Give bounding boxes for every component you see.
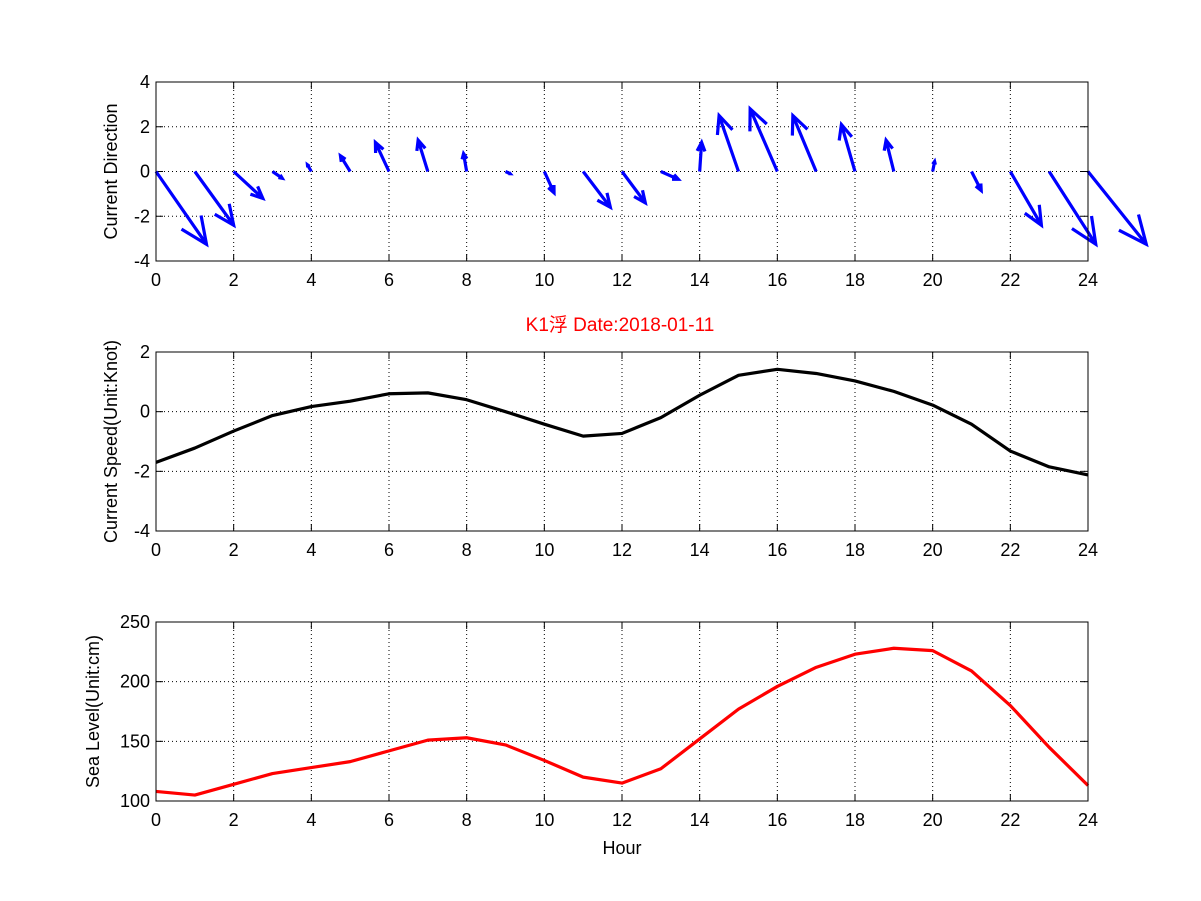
sea-level-y-tick-label: 250 [120, 612, 150, 632]
direction-arrow [790, 111, 818, 173]
direction-arrow [1008, 170, 1044, 229]
direction-arrow [193, 170, 236, 229]
current-speed-x-tick-label: 22 [1000, 540, 1020, 560]
current-speed-x-tick-label: 24 [1078, 540, 1098, 560]
sea-level-axes-frame [155, 621, 1089, 802]
current-direction-y-label: Current Direction [101, 103, 121, 239]
current-speed-axes-frame [155, 351, 1089, 532]
sea-level-y-tick-label: 200 [120, 672, 150, 692]
current-speed-x-tick-label: 18 [845, 540, 865, 560]
current-speed-plot-area [156, 352, 1088, 531]
current-speed-y-label: Current Speed(Unit:Knot) [101, 340, 121, 543]
current-direction-x-tick-label: 22 [1000, 270, 1020, 290]
sea-level-x-tick-label: 18 [845, 810, 865, 830]
sea-level-x-tick-label: 4 [306, 810, 316, 830]
direction-arrow [504, 170, 514, 176]
direction-arrow [695, 138, 707, 172]
direction-arrow [305, 161, 313, 173]
direction-arrow [748, 105, 779, 173]
current-direction-x-tick-label: 12 [612, 270, 632, 290]
direction-arrow [415, 136, 430, 172]
sea-level-x-tick-label: 0 [151, 810, 161, 830]
direction-arrow [373, 138, 391, 173]
sea-level-x-tick-label: 8 [462, 810, 472, 830]
current-direction-x-tick-label: 20 [923, 270, 943, 290]
direction-arrow [338, 152, 352, 173]
current-speed-x-tick-label: 20 [923, 540, 943, 560]
current-speed-series-line [155, 367, 1089, 477]
direction-arrow [460, 149, 469, 172]
current-speed-x-tick-label: 8 [462, 540, 472, 560]
current-speed-y-tick-label: -2 [134, 461, 150, 481]
current-direction-x-tick-label: 18 [845, 270, 865, 290]
current-direction-x-tick-label: 14 [690, 270, 710, 290]
sea-level-x-label: Hour [602, 838, 641, 858]
current-direction-x-tick-label: 8 [462, 270, 472, 290]
current-speed-x-tick-label: 0 [151, 540, 161, 560]
sea-level-x-tick-label: 20 [923, 810, 943, 830]
direction-arrow [882, 136, 896, 172]
current-speed-y-tick-label: 2 [140, 342, 150, 362]
current-speed-x-tick-label: 4 [306, 540, 316, 560]
current-direction-y-tick-label: 4 [140, 72, 150, 92]
direction-arrow [660, 170, 682, 181]
direction-arrow [542, 170, 556, 197]
current-direction-y-tick-label: -2 [134, 206, 150, 226]
sea-level-y-tick-label: 100 [120, 791, 150, 811]
direction-arrow [715, 111, 741, 173]
direction-arrow [837, 120, 857, 172]
sea-level-x-tick-label: 24 [1078, 810, 1098, 830]
current-direction-x-tick-label: 6 [384, 270, 394, 290]
direction-arrow [232, 170, 266, 202]
current-direction-x-tick-label: 24 [1078, 270, 1098, 290]
sea-level-x-tick-label: 2 [229, 810, 239, 830]
sea-level-x-tick-label: 16 [767, 810, 787, 830]
current-direction-arrows [154, 105, 1149, 248]
current-speed-x-tick-label: 2 [229, 540, 239, 560]
direction-arrow [1086, 170, 1149, 248]
direction-arrow [620, 170, 648, 206]
current-speed-y-tick-label: 0 [140, 402, 150, 422]
sea-level-x-tick-label: 10 [534, 810, 554, 830]
current-speed-x-tick-label: 16 [767, 540, 787, 560]
current-speed-x-tick-label: 12 [612, 540, 632, 560]
sea-level-x-tick-label: 12 [612, 810, 632, 830]
direction-arrow [154, 170, 209, 248]
sea-level-x-tick-label: 22 [1000, 810, 1020, 830]
direction-arrow [581, 170, 613, 211]
current-speed-x-tick-label: 6 [384, 540, 394, 560]
sea-level-x-tick-label: 14 [690, 810, 710, 830]
direction-arrow [271, 170, 286, 181]
direction-arrow [931, 157, 937, 172]
current-direction-y-tick-label: 0 [140, 162, 150, 182]
current-direction-x-tick-label: 2 [229, 270, 239, 290]
current-direction-x-tick-label: 10 [534, 270, 554, 290]
sea-level-x-tick-label: 6 [384, 810, 394, 830]
sea-level-series-line [155, 646, 1090, 797]
current-direction-y-tick-label: 2 [140, 117, 150, 137]
current-speed-y-tick-label: -4 [134, 521, 150, 541]
current-direction-x-tick-label: 4 [306, 270, 316, 290]
sea-level-y-label: Sea Level(Unit:cm) [83, 635, 103, 788]
current-direction-axes-frame [155, 81, 1089, 262]
current-direction-y-tick-label: -4 [134, 251, 150, 271]
current-direction-x-tick-label: 0 [151, 270, 161, 290]
current-speed-x-tick-label: 10 [534, 540, 554, 560]
current-speed-x-tick-label: 14 [690, 540, 710, 560]
current-direction-x-tick-label: 16 [767, 270, 787, 290]
figure-title: K1浮 Date:2018-01-11 [526, 314, 715, 336]
sea-level-y-tick-label: 150 [120, 731, 150, 751]
direction-arrow [970, 170, 983, 195]
